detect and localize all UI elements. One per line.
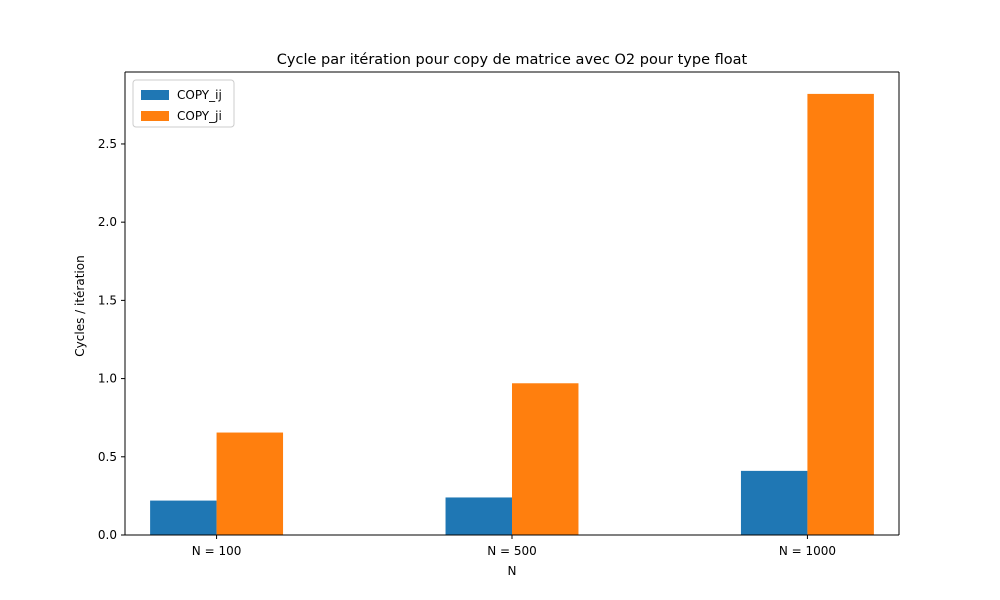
x-tick-label: N = 500 bbox=[487, 544, 537, 558]
legend-label-copy-ji: COPY_ji bbox=[177, 109, 222, 123]
legend-label-copy-ij: COPY_ij bbox=[177, 88, 222, 102]
bar-copy-ij-0 bbox=[150, 500, 217, 535]
y-tick-label: 0.0 bbox=[98, 528, 117, 542]
y-tick-label: 2.5 bbox=[98, 137, 117, 151]
legend-swatch-copy-ji bbox=[141, 111, 169, 121]
axes-group bbox=[124, 71, 900, 536]
x-tick-label: N = 100 bbox=[192, 544, 242, 558]
chart-title: Cycle par itération pour copy de matrice… bbox=[277, 52, 748, 68]
legend-swatch-copy-ij bbox=[141, 90, 169, 100]
y-tick-label: 1.5 bbox=[98, 293, 117, 307]
x-axis-label: N bbox=[508, 564, 517, 578]
y-axis-label: Cycles / itération bbox=[73, 255, 87, 356]
bar-copy-ji-1 bbox=[512, 383, 579, 535]
y-tick-label: 0.5 bbox=[98, 450, 117, 464]
legend: COPY_ij COPY_ji bbox=[132, 79, 235, 128]
bar-copy-ji-2 bbox=[807, 93, 874, 535]
bars-group bbox=[150, 93, 874, 535]
ticks-group: 0.0 0.5 1.0 1.5 2.0 2.5 N = 100 N = 500 N = 1000 bbox=[98, 137, 836, 558]
x-tick-label: N = 1000 bbox=[779, 544, 836, 558]
bar-copy-ij-1 bbox=[445, 497, 512, 535]
bar-copy-ij-2 bbox=[740, 470, 808, 535]
y-tick-label: 2.0 bbox=[98, 215, 117, 229]
y-tick-label: 1.0 bbox=[98, 372, 117, 386]
bar-copy-ji-0 bbox=[216, 432, 284, 535]
